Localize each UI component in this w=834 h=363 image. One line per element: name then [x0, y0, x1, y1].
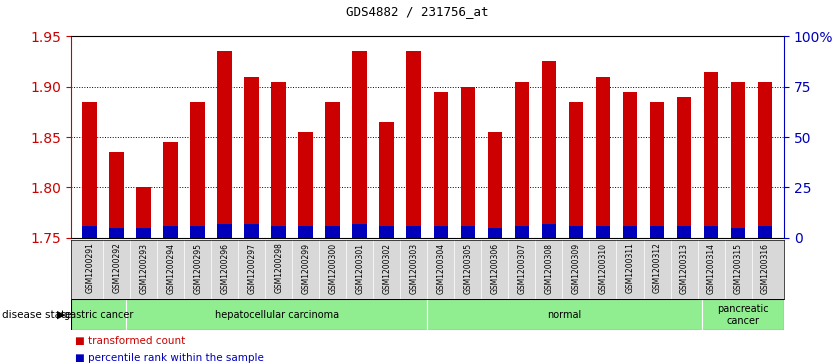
Text: GSM1200298: GSM1200298 — [274, 242, 284, 293]
Text: GSM1200294: GSM1200294 — [166, 242, 175, 294]
Bar — [406, 52, 421, 238]
Text: GSM1200295: GSM1200295 — [193, 242, 203, 294]
Bar — [137, 187, 151, 238]
Text: gastric cancer: gastric cancer — [63, 310, 133, 320]
Bar — [379, 226, 394, 238]
Bar — [757, 82, 772, 238]
Bar — [244, 224, 259, 238]
Bar — [731, 228, 746, 238]
Bar — [434, 226, 449, 238]
Bar — [163, 226, 178, 238]
Text: hepatocellular carcinoma: hepatocellular carcinoma — [214, 310, 339, 320]
Bar — [83, 226, 98, 238]
Text: GSM1200301: GSM1200301 — [355, 242, 364, 294]
Bar — [569, 102, 584, 238]
Bar — [427, 299, 701, 330]
Text: GSM1200292: GSM1200292 — [113, 242, 121, 293]
Text: GSM1200296: GSM1200296 — [220, 242, 229, 294]
Bar — [569, 226, 584, 238]
Bar — [488, 228, 502, 238]
Bar — [137, 228, 151, 238]
Bar — [595, 77, 610, 238]
Bar — [325, 102, 340, 238]
Bar — [190, 102, 205, 238]
Bar — [190, 226, 205, 238]
Bar — [701, 299, 784, 330]
Bar — [163, 142, 178, 238]
Bar — [406, 226, 421, 238]
Bar — [460, 226, 475, 238]
Bar — [676, 97, 691, 238]
Bar — [379, 122, 394, 238]
Text: GSM1200309: GSM1200309 — [571, 242, 580, 294]
Text: ■ transformed count: ■ transformed count — [75, 336, 185, 346]
Text: normal: normal — [547, 310, 581, 320]
Bar — [353, 52, 367, 238]
Text: GSM1200302: GSM1200302 — [383, 242, 391, 294]
Text: GSM1200297: GSM1200297 — [248, 242, 256, 294]
Bar — [299, 132, 314, 238]
Text: GSM1200308: GSM1200308 — [545, 242, 554, 294]
Bar — [731, 82, 746, 238]
Bar — [622, 226, 637, 238]
Bar — [353, 224, 367, 238]
Bar — [650, 102, 665, 238]
Text: ▶: ▶ — [57, 310, 65, 320]
Text: GDS4882 / 231756_at: GDS4882 / 231756_at — [346, 5, 488, 19]
Text: GSM1200306: GSM1200306 — [490, 242, 500, 294]
Bar — [515, 82, 530, 238]
Text: GSM1200300: GSM1200300 — [329, 242, 338, 294]
Bar — [622, 92, 637, 238]
Bar — [595, 226, 610, 238]
Text: GSM1200304: GSM1200304 — [436, 242, 445, 294]
Bar — [541, 224, 556, 238]
Text: disease state: disease state — [2, 310, 71, 320]
Bar — [650, 226, 665, 238]
Bar — [271, 82, 286, 238]
Text: GSM1200303: GSM1200303 — [409, 242, 419, 294]
Bar — [541, 61, 556, 238]
Bar — [109, 228, 124, 238]
Text: GSM1200293: GSM1200293 — [139, 242, 148, 294]
Bar — [109, 152, 124, 238]
Bar — [460, 87, 475, 238]
Text: GSM1200305: GSM1200305 — [464, 242, 472, 294]
Bar — [515, 226, 530, 238]
Bar — [299, 226, 314, 238]
Text: GSM1200291: GSM1200291 — [85, 242, 94, 293]
Text: GSM1200311: GSM1200311 — [626, 242, 635, 293]
Bar — [83, 102, 98, 238]
Bar — [126, 299, 427, 330]
Bar — [325, 226, 340, 238]
Text: pancreatic
cancer: pancreatic cancer — [717, 304, 769, 326]
Bar — [704, 226, 718, 238]
Text: GSM1200314: GSM1200314 — [706, 242, 716, 294]
Text: GSM1200307: GSM1200307 — [517, 242, 526, 294]
Text: GSM1200299: GSM1200299 — [301, 242, 310, 294]
Bar — [704, 72, 718, 238]
Text: GSM1200312: GSM1200312 — [652, 242, 661, 293]
Bar — [218, 52, 233, 238]
Text: GSM1200315: GSM1200315 — [734, 242, 742, 294]
Bar — [434, 92, 449, 238]
Bar — [676, 226, 691, 238]
Text: ■ percentile rank within the sample: ■ percentile rank within the sample — [75, 352, 264, 363]
Bar — [488, 132, 502, 238]
Bar — [218, 224, 233, 238]
Bar — [71, 299, 126, 330]
Text: GSM1200313: GSM1200313 — [680, 242, 689, 294]
Bar — [271, 226, 286, 238]
Bar — [757, 226, 772, 238]
Text: GSM1200310: GSM1200310 — [599, 242, 607, 294]
Bar — [244, 77, 259, 238]
Text: GSM1200316: GSM1200316 — [761, 242, 770, 294]
